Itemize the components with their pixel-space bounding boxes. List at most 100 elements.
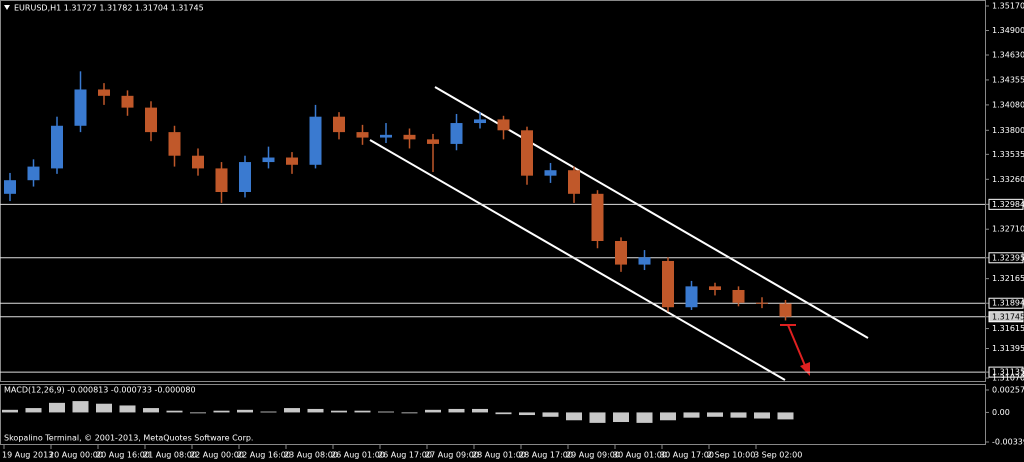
price-box [988,366,1024,378]
y-tick-label: 1.32395 [992,253,1024,262]
chart-header: EURUSD,H1 1.31727 1.31782 1.31704 1.3174… [14,4,204,13]
candle-body [356,132,369,138]
price-box [988,252,1024,264]
candle-body [380,134,392,138]
macd-bar [636,412,653,423]
y-tick-label: 1.34080 [992,100,1024,109]
candle-body [450,123,463,144]
macd-bar [683,412,700,418]
macd-bar [96,403,112,413]
macd-bar [707,412,723,417]
candle-body [98,89,110,96]
macd-bar [425,409,441,413]
x-tick-label: 20 Aug 00:00 [49,451,103,460]
macd-bar [284,408,300,413]
candle-body [756,302,768,304]
macd-bar [25,408,42,413]
candle-body [544,170,557,176]
y-tick-label: 1.34630 [992,50,1024,59]
price-box [988,311,1024,323]
macd-bar [472,408,488,413]
y-tick-label: -0.003395 [992,438,1024,447]
y-tick-label: 1.34355 [992,75,1024,84]
candle-body [497,119,510,131]
y-tick-label: 1.33800 [992,126,1024,135]
x-tick-label: 21 Aug 08:00 [143,451,197,460]
candle-body [51,125,63,169]
y-tick-label: 1.31894 [992,299,1024,308]
signal-arrow [787,324,807,369]
macd-bar [119,405,136,413]
macd-bar [190,412,206,414]
macd-bar [401,412,418,414]
candle-body [74,89,87,126]
x-tick-label: 23 Aug 08:00 [284,451,338,460]
x-tick-label: 28 Aug 17:00 [519,451,573,460]
x-tick-label: 30 Aug 17:00 [660,451,714,460]
macd-bar [354,410,371,413]
macd-bar [589,412,606,423]
copyright: Skopalino Terminal, © 2001-2013, MetaQuo… [4,434,253,443]
x-tick-label: 20 Aug 16:00 [96,451,150,460]
y-tick-label: 0.00 [992,408,1010,417]
y-tick-label: 1.35170 [992,2,1024,11]
price-box [988,198,1024,210]
candle-body [145,107,157,133]
candle-body [286,157,298,165]
x-tick-label: 28 Aug 01:00 [472,451,526,460]
y-tick-label: 1.32984 [992,200,1024,209]
macd-bar [495,412,512,415]
macd-bar [213,410,230,413]
macd-bar [378,411,394,413]
macd-bar [49,402,65,413]
macd-bar [566,412,582,421]
macd-bar [72,401,89,413]
x-tick-label: 26 Aug 17:00 [378,451,432,460]
candle-body [474,119,486,124]
macd-bar [613,412,629,423]
candle-body [333,116,345,133]
candle-body [168,132,181,156]
macd-bar [448,408,465,413]
main-frame [0,0,986,382]
macd-frame [0,384,986,445]
candle-body [638,257,651,265]
y-tick-label: 1.33260 [992,175,1024,184]
macd-bar [2,409,18,413]
macd-bar [754,412,770,419]
header-arrow [4,5,10,10]
x-tick-label: 22 Aug 00:00 [190,451,244,460]
candle-body [662,260,674,308]
candle-body [685,286,698,308]
candle-body [779,303,792,317]
macd-bar [331,410,347,413]
macd-bar [237,409,253,413]
candle-body [732,289,745,303]
macd-bar [519,412,535,416]
x-tick-label: 2 Sep 10:00 [707,451,755,460]
candle-body [568,170,580,194]
x-tick-label: 22 Aug 16:00 [237,451,291,460]
channel-lower [369,139,786,381]
x-tick-label: 26 Aug 01:00 [331,451,385,460]
candle-body [615,240,627,265]
price-box [988,297,1024,309]
candle-body [192,155,204,169]
macd-bar [660,412,676,421]
candle-body [403,134,416,140]
candle-body [521,130,533,176]
y-tick-label: 1.32710 [992,225,1024,234]
macd-bar [307,408,324,413]
macd-bar [166,410,183,413]
macd-bar [542,412,559,417]
candle-body [309,116,322,165]
y-tick-label: 1.34900 [992,26,1024,35]
candle-body [4,180,16,194]
candle-body [239,162,251,192]
macd-bar [260,411,277,413]
candle-body [215,168,228,192]
y-tick-label: 1.32165 [992,274,1024,283]
y-tick-label: 0.002575 [992,386,1024,395]
x-tick-label: 19 Aug 2013 [2,451,53,460]
